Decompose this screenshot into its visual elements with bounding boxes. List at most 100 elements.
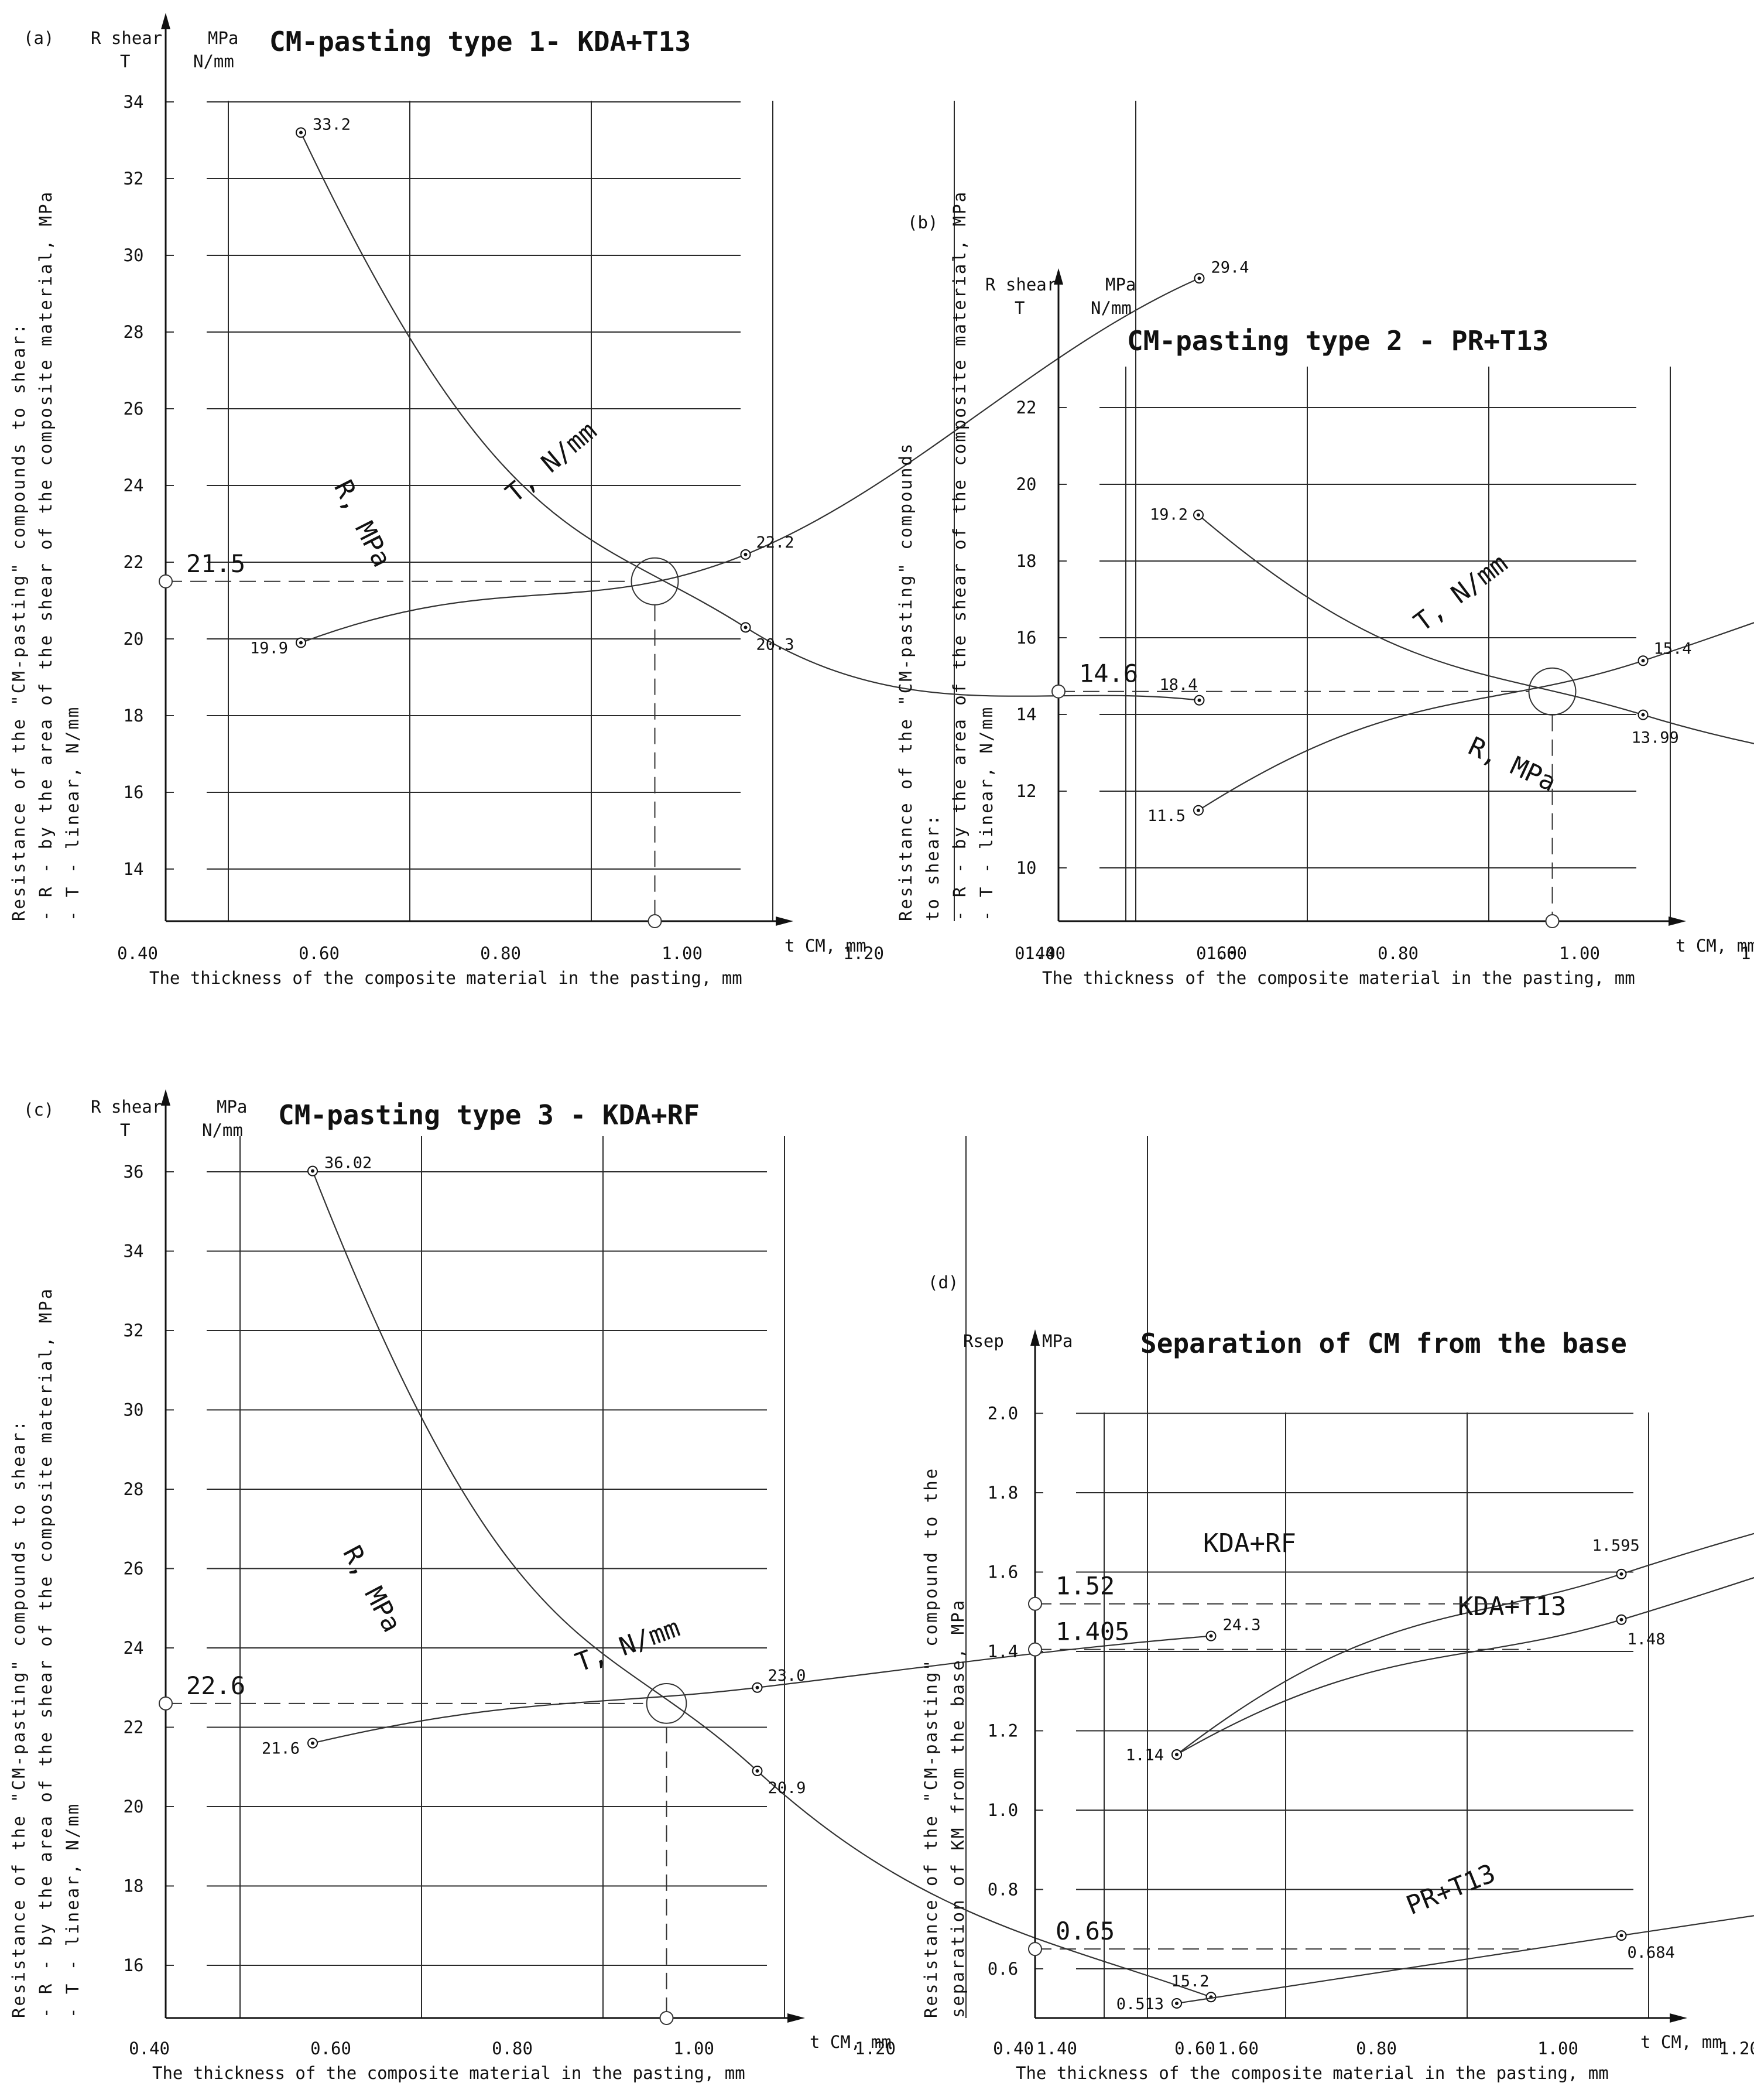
panel-letter: (c) xyxy=(23,1100,54,1120)
x-tick-label: 0.80 xyxy=(480,943,521,963)
reference-value-label: 1.405 xyxy=(1056,1617,1129,1646)
data-point-center xyxy=(311,1169,314,1173)
reference-value-label: 0.65 xyxy=(1056,1917,1115,1945)
y-tick-label: 30 xyxy=(124,1400,144,1420)
series-name-label: T, N/mm xyxy=(500,416,602,508)
x-tick-label: 1.20 xyxy=(1719,2039,1754,2058)
y-tick-label: 1.8 xyxy=(988,1483,1018,1503)
y-tick-label: 22 xyxy=(1016,398,1037,418)
x-tick-label: 1.00 xyxy=(673,2039,714,2058)
series-name-label: KDA+T13 xyxy=(1458,1592,1566,1622)
x-tick-label: 1.00 xyxy=(662,943,703,963)
data-point-center xyxy=(1641,659,1645,663)
data-label: 23.0 xyxy=(768,1667,806,1685)
data-point-center xyxy=(1619,1617,1623,1622)
data-label: 15.4 xyxy=(1654,639,1692,658)
data-label: 1.48 xyxy=(1628,1630,1666,1648)
y-tick-label: 34 xyxy=(124,92,144,112)
side-label: separation of KM from the base, MPa xyxy=(948,1599,968,2018)
y-tick-label: 20 xyxy=(124,629,144,649)
side-label: - T - linear, N/mm xyxy=(63,1803,83,2018)
y-axis-arrow xyxy=(161,13,170,29)
side-label: - R - by the area of the shear of the co… xyxy=(950,190,970,921)
y-tick-label: 16 xyxy=(1016,628,1037,648)
side-label: - R - by the area of the shear of the co… xyxy=(36,190,56,921)
y-tick-label: 24 xyxy=(124,1638,144,1658)
data-label: 13.99 xyxy=(1632,729,1679,747)
y-tick-label: 36 xyxy=(124,1162,144,1182)
reference-axis-marker xyxy=(1051,684,1066,699)
y-tick-label: 1.2 xyxy=(988,1721,1018,1741)
x-axis-caption: The thickness of the composite material … xyxy=(149,968,742,988)
chart-panel-b: (b) CM-pasting type 2 - PR+T13 R shear T MPa… xyxy=(896,190,1754,988)
chart-title: Separation of CM from the base xyxy=(1140,1328,1627,1359)
y-axis-unit: MPa xyxy=(217,1097,247,1117)
x-axis-unit: t CM, mm xyxy=(1676,936,1754,956)
x-tick-label: 0.80 xyxy=(492,2039,533,2058)
data-point-center xyxy=(755,1769,759,1773)
y-tick-label: 30 xyxy=(124,245,144,265)
y-tick-label: 32 xyxy=(124,1321,144,1340)
x-tick-label: 1.40 xyxy=(1025,943,1066,963)
data-point-center xyxy=(755,1685,759,1689)
data-label: 1.14 xyxy=(1126,1746,1164,1764)
y-axis-unit: MPa xyxy=(208,28,238,48)
y-axis-unit: MPa xyxy=(1105,275,1136,295)
series-name-label: KDA+RF xyxy=(1203,1528,1296,1558)
x-tick-label: 1.20 xyxy=(1741,943,1754,963)
y-tick-label: 18 xyxy=(124,706,144,726)
chart-panel-c: (c) CM-pasting type 3 - KDA+RF R shear T MPa… xyxy=(9,1089,1261,2083)
y-tick-label: 2.0 xyxy=(988,1404,1018,1424)
x-tick-label: 0.80 xyxy=(1356,2039,1397,2058)
x-axis-caption: The thickness of the composite material … xyxy=(1042,968,1635,988)
x-axis-arrow xyxy=(787,2013,805,2023)
x-axis-arrow xyxy=(1669,916,1686,926)
data-point-center xyxy=(1619,1572,1623,1576)
y-tick-label: 22 xyxy=(124,552,144,572)
data-point-center xyxy=(1175,2001,1179,2005)
data-label: 1.14 xyxy=(1126,1746,1164,1764)
y-tick-label: 14 xyxy=(124,859,144,879)
series-name-label: R, MPa xyxy=(337,1541,407,1637)
panel-letter: (a) xyxy=(23,28,54,48)
chart-title: CM-pasting type 1- KDA+T13 xyxy=(269,26,691,57)
data-point-center xyxy=(1209,1634,1213,1638)
x-tick-label: 1.60 xyxy=(1218,2039,1259,2058)
data-label: 15.2 xyxy=(1171,1972,1210,1990)
x-tick-label: 0.40 xyxy=(1015,943,1056,963)
data-label: 11.5 xyxy=(1147,807,1186,825)
y-axis-unit-sub: N/mm xyxy=(1091,298,1132,318)
side-label: - R - by the area of the shear of the co… xyxy=(36,1287,56,2018)
y-tick-label: 1.4 xyxy=(988,1641,1018,1661)
x-tick-label: 0.80 xyxy=(1378,943,1419,963)
x-tick-label: 1.20 xyxy=(855,2039,896,2058)
y-tick-label: 16 xyxy=(124,1955,144,1975)
x-tick-label: 0.40 xyxy=(993,2039,1034,2058)
data-point-center xyxy=(744,625,748,630)
chart-title: CM-pasting type 2 - PR+T13 xyxy=(1127,325,1549,357)
data-label: 1.595 xyxy=(1592,1537,1640,1555)
data-label: 0.513 xyxy=(1116,1995,1164,2013)
side-label: - T - linear, N/mm xyxy=(63,706,83,921)
y-tick-label: 26 xyxy=(124,1559,144,1579)
reference-value-label: 14.6 xyxy=(1079,659,1138,688)
data-point-center xyxy=(1175,1753,1179,1757)
series-name-label: R, MPa xyxy=(1464,731,1561,798)
x-tick-label: 0.60 xyxy=(1196,943,1237,963)
y-axis-unit-sub: N/mm xyxy=(202,1120,243,1140)
data-point-center xyxy=(299,131,303,135)
side-label: to shear: xyxy=(923,813,943,921)
data-point-center xyxy=(1197,698,1201,702)
data-label: 21.6 xyxy=(262,1740,300,1758)
data-point-center xyxy=(744,552,748,556)
data-label: 19.2 xyxy=(1150,505,1188,524)
data-label: 29.4 xyxy=(1211,258,1249,276)
y-axis-label: R shear xyxy=(985,275,1057,295)
y-tick-label: 28 xyxy=(124,1479,144,1499)
y-tick-label: 26 xyxy=(124,399,144,419)
reference-value-label: 21.5 xyxy=(186,549,245,578)
x-axis-arrow xyxy=(1670,2013,1687,2023)
x-tick-label: 0.40 xyxy=(129,2039,170,2058)
x-tick-label: 1.20 xyxy=(843,943,884,963)
